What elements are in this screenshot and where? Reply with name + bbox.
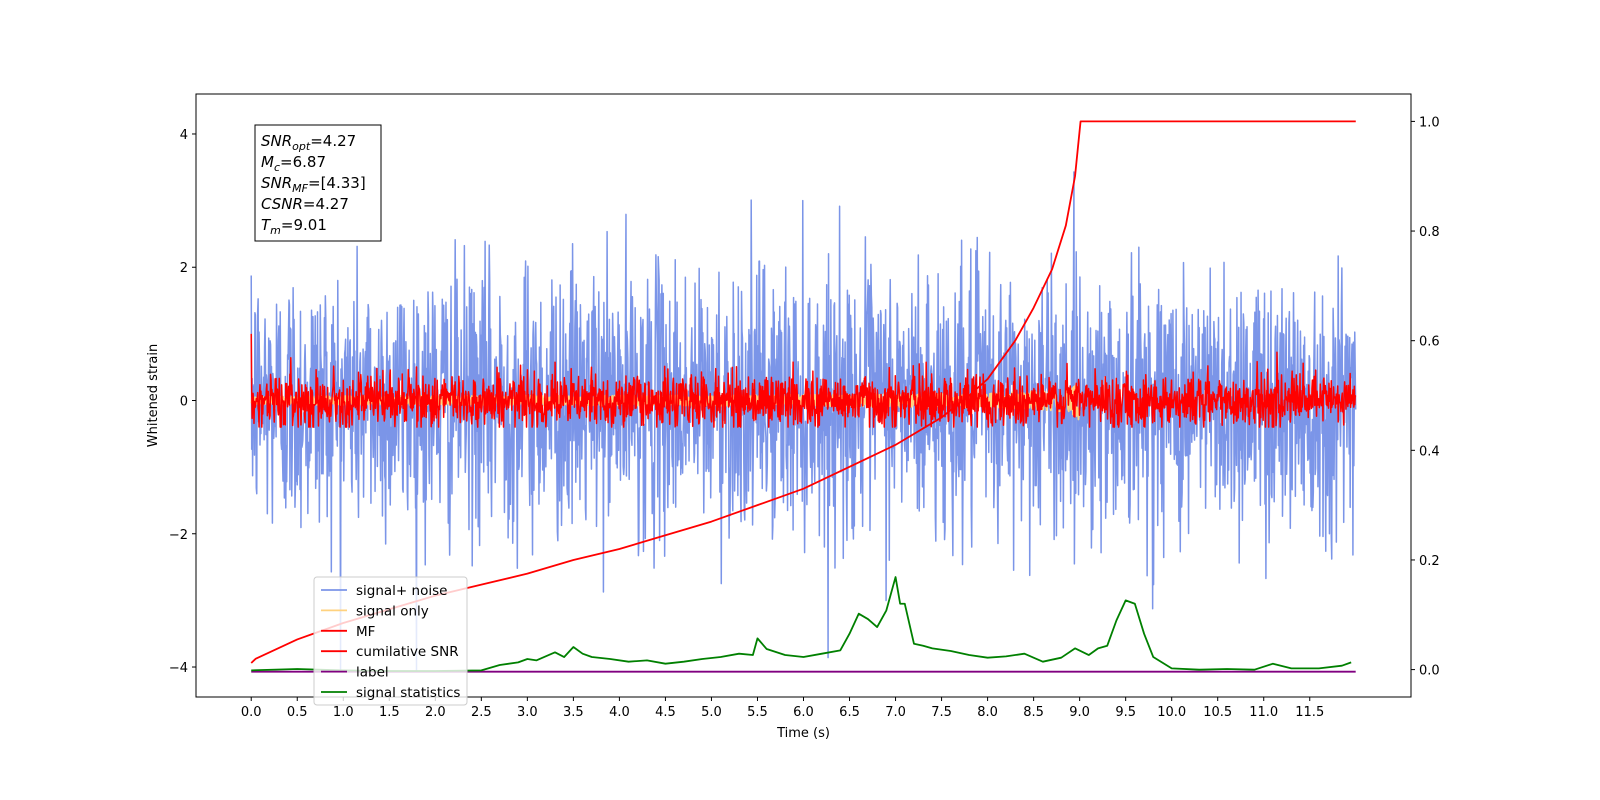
parameter-annotation-box: SNRopt=4.27Mc=6.87SNRMF=[4.33]CSNR=4.27T… <box>254 124 382 242</box>
series-mf-line <box>250 333 1357 428</box>
annotation-symbol: SNR <box>261 174 292 192</box>
x-tick-label: 3.5 <box>563 705 584 720</box>
legend-item: signal only <box>321 603 429 619</box>
x-tick-label: 2.5 <box>471 705 492 720</box>
annotation-value: =[4.33] <box>308 174 366 192</box>
x-tick-label: 8.0 <box>977 705 998 720</box>
x-tick-label: 6.5 <box>839 705 860 720</box>
legend-item: label <box>321 665 389 681</box>
legend-item: signal statistics <box>321 685 460 701</box>
legend: signal+ noise signal only MF cumilative SNR… <box>313 576 468 706</box>
x-tick-label: 8.5 <box>1023 705 1044 720</box>
y2-tick-label: 0.8 <box>1419 225 1440 240</box>
annotation-line: SNRopt=4.27 <box>261 132 356 153</box>
y2-tick-label: 0.6 <box>1419 335 1440 350</box>
x-tick-label: 11.5 <box>1295 705 1324 720</box>
x-tick-label: 0.5 <box>287 705 308 720</box>
legend-label: cumilative SNR <box>356 644 459 660</box>
annotation-line: Mc=6.87 <box>261 153 326 174</box>
y2-tick-label: 0.0 <box>1419 664 1440 679</box>
y-tick-label: 2 <box>180 261 188 276</box>
annotation-subscript: m <box>270 224 281 237</box>
annotation-subscript: MF <box>292 182 308 195</box>
x-axis-label: Time (s) <box>776 726 830 741</box>
x-tick-label: 7.0 <box>885 705 906 720</box>
annotation-symbol: M <box>261 153 274 171</box>
annotation-value: =6.87 <box>280 153 326 171</box>
legend-item: MF <box>321 624 375 640</box>
annotation-value: =4.27 <box>310 132 356 150</box>
y2-tick-label: 0.4 <box>1419 444 1440 459</box>
annotation-line: SNRMF=[4.33] <box>261 174 366 195</box>
legend-label: MF <box>356 624 375 640</box>
x-tick-label: 10.0 <box>1157 705 1186 720</box>
annotation-symbol: CSNR <box>261 195 303 213</box>
series-signal-noise <box>250 171 1357 673</box>
legend-label: label <box>356 665 389 681</box>
y-axis-left: 4 2 0 −2 −4 <box>169 128 196 676</box>
x-tick-label: 5.5 <box>747 705 768 720</box>
series-signal-noise-line <box>250 171 1357 673</box>
y-tick-label: 4 <box>180 128 188 143</box>
x-tick-label: 3.0 <box>517 705 538 720</box>
y-axis-right: 1.0 0.8 0.6 0.4 0.2 0.0 <box>1411 115 1440 679</box>
y-tick-label: −4 <box>169 661 188 676</box>
legend-label: signal statistics <box>356 685 460 701</box>
y-axis-label: Whitened strain <box>146 344 161 447</box>
x-tick-label: 2.0 <box>425 705 446 720</box>
legend-item: cumilative SNR <box>321 644 459 660</box>
x-tick-label: 9.0 <box>1069 705 1090 720</box>
annotation-subscript: c <box>274 161 280 174</box>
legend-label: signal+ noise <box>356 583 447 599</box>
annotation-frame <box>254 124 382 242</box>
annotation-subscript: opt <box>292 140 311 153</box>
x-tick-label: 4.0 <box>609 705 630 720</box>
x-tick-label: 6.0 <box>793 705 814 720</box>
annotation-line: CSNR=4.27 <box>261 195 349 213</box>
series-signal-statistics-line <box>251 576 1352 672</box>
x-tick-label: 1.5 <box>379 705 400 720</box>
annotation-value: =4.27 <box>303 195 349 213</box>
x-tick-label: 7.5 <box>931 705 952 720</box>
annotation-value: =9.01 <box>281 216 327 234</box>
y-tick-label: 0 <box>180 394 188 409</box>
y2-tick-label: 0.2 <box>1419 554 1440 569</box>
legend-item: signal+ noise <box>321 583 447 599</box>
annotation-line: Tm=9.01 <box>261 216 327 237</box>
x-tick-label: 0.0 <box>241 705 262 720</box>
x-tick-label: 10.5 <box>1203 705 1232 720</box>
legend-frame <box>313 576 468 706</box>
x-tick-label: 1.0 <box>333 705 354 720</box>
y-tick-label: −2 <box>169 528 188 543</box>
series-signal-statistics <box>251 576 1352 672</box>
annotation-symbol: SNR <box>261 132 292 150</box>
annotation-symbol: T <box>261 216 272 234</box>
x-tick-label: 9.5 <box>1115 705 1136 720</box>
x-tick-label: 11.0 <box>1249 705 1278 720</box>
x-axis: 0.0 0.5 1.0 1.5 2.0 2.5 3.0 3.5 4.0 4.5 5.0 5.5 6.0 6… <box>241 697 1324 720</box>
x-tick-label: 4.5 <box>655 705 676 720</box>
y2-tick-label: 1.0 <box>1419 115 1440 130</box>
x-tick-label: 5.0 <box>701 705 722 720</box>
legend-label: signal only <box>356 603 429 619</box>
series-mf <box>250 333 1357 428</box>
